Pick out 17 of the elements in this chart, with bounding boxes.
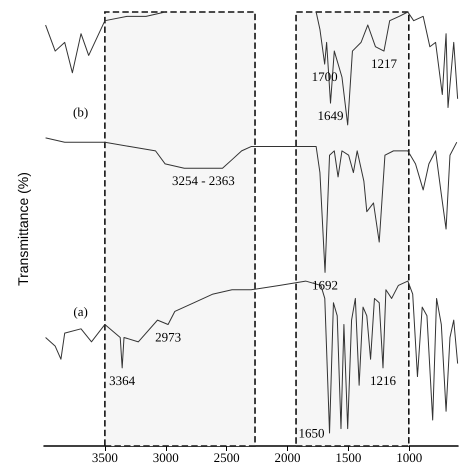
y-axis-title: Transmittance (%): [15, 172, 31, 286]
series-label: (b): [72, 104, 88, 120]
annotation: 1217: [370, 56, 398, 72]
annotation: 1216: [370, 372, 396, 388]
annotation: 1649: [318, 108, 344, 124]
annotation: 3364: [109, 372, 136, 388]
x-tick-label: 2500: [214, 450, 240, 465]
annotation: 1650: [298, 425, 325, 440]
x-tick-label: 1500: [335, 450, 362, 465]
x-tick-label: 2000: [274, 450, 301, 465]
x-tick-label: 1000: [396, 450, 422, 465]
x-tick-label: 3000: [152, 450, 179, 465]
annotation: 2973: [155, 329, 182, 344]
annotation: 3254 - 2363: [172, 173, 235, 188]
x-tick-label: 3500: [92, 450, 118, 465]
annotation: 1692: [312, 277, 338, 292]
series-label: (a): [73, 304, 88, 319]
